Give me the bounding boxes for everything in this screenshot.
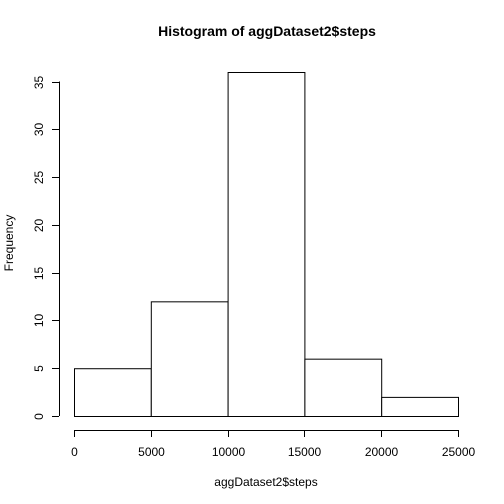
x-tick-label: 20000 bbox=[365, 445, 399, 459]
bars-group bbox=[75, 73, 459, 417]
y-tick-label: 20 bbox=[32, 219, 46, 233]
x-tick-label: 10000 bbox=[212, 445, 246, 459]
x-axis-label: aggDataset2$steps bbox=[214, 475, 317, 489]
chart-title: Histogram of aggDataset2$steps bbox=[158, 23, 376, 39]
y-tick-label: 10 bbox=[32, 314, 46, 328]
y-tick-label: 5 bbox=[32, 365, 46, 372]
x-tick-label: 25000 bbox=[442, 445, 476, 459]
y-tick-label: 15 bbox=[32, 267, 46, 281]
histogram-bar-3 bbox=[305, 359, 382, 416]
x-ticks-group: 0 5000 10000 15000 20000 25000 bbox=[71, 430, 475, 459]
y-ticks-group: 0 5 10 15 20 25 30 35 bbox=[32, 76, 59, 420]
y-tick-label: 0 bbox=[32, 413, 46, 420]
histogram-bar-2 bbox=[228, 73, 305, 417]
x-tick-label: 0 bbox=[71, 445, 78, 459]
histogram-bar-4 bbox=[382, 397, 459, 416]
histogram-bar-0 bbox=[75, 369, 152, 417]
y-tick-label: 30 bbox=[32, 123, 46, 137]
y-axis-label: Frequency bbox=[2, 215, 16, 272]
histogram-bar-1 bbox=[151, 302, 228, 417]
x-tick-label: 15000 bbox=[288, 445, 322, 459]
y-tick-label: 35 bbox=[32, 76, 46, 90]
x-tick-label: 5000 bbox=[138, 445, 165, 459]
y-tick-label: 25 bbox=[32, 171, 46, 185]
